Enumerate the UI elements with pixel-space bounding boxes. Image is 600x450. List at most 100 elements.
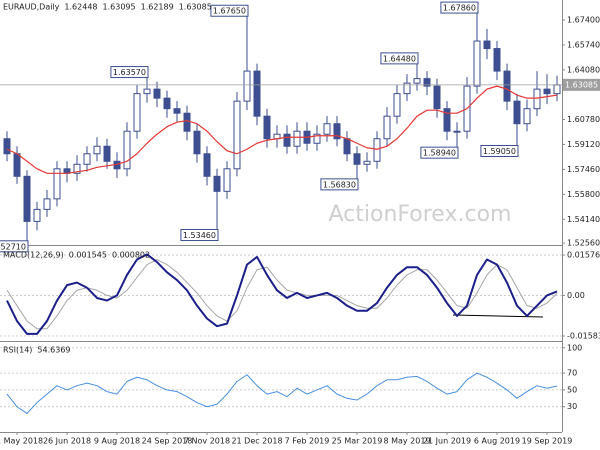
x-tick-label: 21 Jun 2019 bbox=[423, 437, 471, 446]
candle-body bbox=[443, 108, 451, 132]
header-text: 1.63095 bbox=[103, 3, 136, 12]
candle-body bbox=[333, 123, 341, 140]
header-text: EURAUD,Daily bbox=[3, 3, 60, 12]
line bbox=[6, 85, 558, 174]
candle-body bbox=[483, 40, 491, 50]
x-tick-label: 6 Aug 2019 bbox=[474, 437, 520, 446]
annotation-box bbox=[320, 178, 359, 191]
annotation-label: 1.53460 bbox=[183, 231, 216, 240]
x-tick-label: 11 May 2018 bbox=[0, 437, 43, 446]
candle-body bbox=[493, 48, 501, 72]
candle-body bbox=[473, 40, 481, 87]
candle-body bbox=[23, 175, 31, 222]
annotation-label: 1.59050 bbox=[483, 147, 516, 156]
candle-body bbox=[193, 130, 201, 155]
annotation-box bbox=[110, 66, 149, 79]
candle-body bbox=[13, 153, 21, 177]
x-tick-label: 24 Sep 2018 bbox=[142, 437, 193, 446]
candle-body bbox=[323, 123, 331, 135]
header-text: 54.6369 bbox=[37, 346, 70, 355]
candle-body bbox=[213, 175, 221, 192]
candle-body bbox=[73, 163, 81, 174]
annotation-box bbox=[380, 52, 419, 65]
y-tick-label: 1.64080 bbox=[567, 65, 600, 74]
annotation-box bbox=[480, 144, 519, 157]
candle-body bbox=[223, 168, 231, 192]
candle-body bbox=[413, 78, 421, 84]
y-tick-label: 0.015762 bbox=[567, 250, 600, 259]
candle-body bbox=[123, 130, 131, 170]
header-text: 0.000802 bbox=[112, 251, 150, 260]
y-tick-label: 100 bbox=[567, 343, 582, 352]
candle-body bbox=[453, 130, 461, 133]
x-tick-label: 8 May 2019 bbox=[383, 437, 430, 446]
candle-body bbox=[43, 198, 51, 210]
x-tick-label: 7 Nov 2018 bbox=[184, 437, 230, 446]
candle-body bbox=[313, 133, 321, 144]
annotation-label: 1.67650 bbox=[213, 7, 246, 16]
y-tick-label: 0.00 bbox=[567, 291, 585, 300]
candle-body bbox=[533, 88, 541, 110]
price-label-box bbox=[563, 78, 600, 91]
candle-body bbox=[103, 145, 111, 162]
candle-body bbox=[503, 70, 511, 102]
candle-body bbox=[543, 88, 551, 95]
annotation-label: 1.56830 bbox=[323, 180, 356, 189]
header-text: 0.001545 bbox=[69, 251, 107, 260]
candle-body bbox=[353, 153, 361, 165]
candle-body bbox=[293, 130, 301, 147]
x-tick-label: 9 Aug 2018 bbox=[94, 437, 140, 446]
y-tick-label: 1.55800 bbox=[567, 190, 600, 199]
candle-body bbox=[173, 108, 181, 114]
candle-body bbox=[373, 138, 381, 162]
trend-line bbox=[452, 314, 544, 318]
annotation-box bbox=[0, 240, 29, 253]
header-text: 1.62189 bbox=[141, 3, 174, 12]
candle-body bbox=[33, 208, 41, 222]
annotation-label: 1.64480 bbox=[383, 54, 416, 63]
candle-body bbox=[243, 70, 251, 102]
header-text: RSI(14) bbox=[3, 346, 32, 355]
annotation-label: 1.52710 bbox=[0, 242, 26, 251]
annotation-label: 1.67860 bbox=[443, 4, 476, 13]
annotation-label: 1.63570 bbox=[113, 68, 146, 77]
candle-body bbox=[233, 100, 241, 170]
y-tick-label: 1.57460 bbox=[567, 165, 600, 174]
candle-body bbox=[3, 138, 11, 155]
x-tick-label: 19 Sep 2019 bbox=[522, 437, 573, 446]
candle-body bbox=[53, 168, 61, 200]
annotation-label: 1.58940 bbox=[423, 149, 456, 158]
watermark: ActionForex.com bbox=[329, 202, 512, 227]
candle-body bbox=[253, 70, 261, 117]
y-tick-label: -0.015834 bbox=[567, 332, 600, 341]
candle-body bbox=[183, 112, 191, 132]
line bbox=[6, 253, 558, 335]
candle-body bbox=[263, 115, 271, 140]
y-tick-label: 30 bbox=[567, 402, 577, 411]
header-text: MACD(12,26,9) bbox=[3, 251, 64, 260]
y-tick-label: 1.65740 bbox=[567, 40, 600, 49]
candle-body bbox=[513, 100, 521, 125]
candle-body bbox=[153, 88, 161, 99]
header-text: 1.63085 bbox=[179, 3, 212, 12]
x-tick-label: 7 Feb 2019 bbox=[285, 437, 330, 446]
y-tick-label: 1.59120 bbox=[567, 140, 600, 149]
price-label: 1.63085 bbox=[565, 80, 598, 89]
candle-body bbox=[553, 84, 561, 95]
candle-body bbox=[133, 93, 141, 132]
candle-body bbox=[343, 138, 351, 155]
candle-body bbox=[523, 108, 531, 125]
annotation-box bbox=[210, 4, 249, 17]
candle-body bbox=[383, 115, 391, 140]
y-tick-label: 1.52560 bbox=[567, 239, 600, 248]
y-tick-label: 1.54140 bbox=[567, 215, 600, 224]
annotation-box bbox=[440, 1, 479, 14]
x-tick-label: 26 Jun 2018 bbox=[43, 437, 91, 446]
candle-body bbox=[93, 145, 101, 155]
y-tick-label: 70 bbox=[567, 369, 577, 378]
candle-body bbox=[423, 78, 431, 87]
x-tick-label: 21 Dec 2018 bbox=[231, 437, 282, 446]
candle-body bbox=[83, 153, 91, 165]
candle-body bbox=[203, 153, 211, 177]
